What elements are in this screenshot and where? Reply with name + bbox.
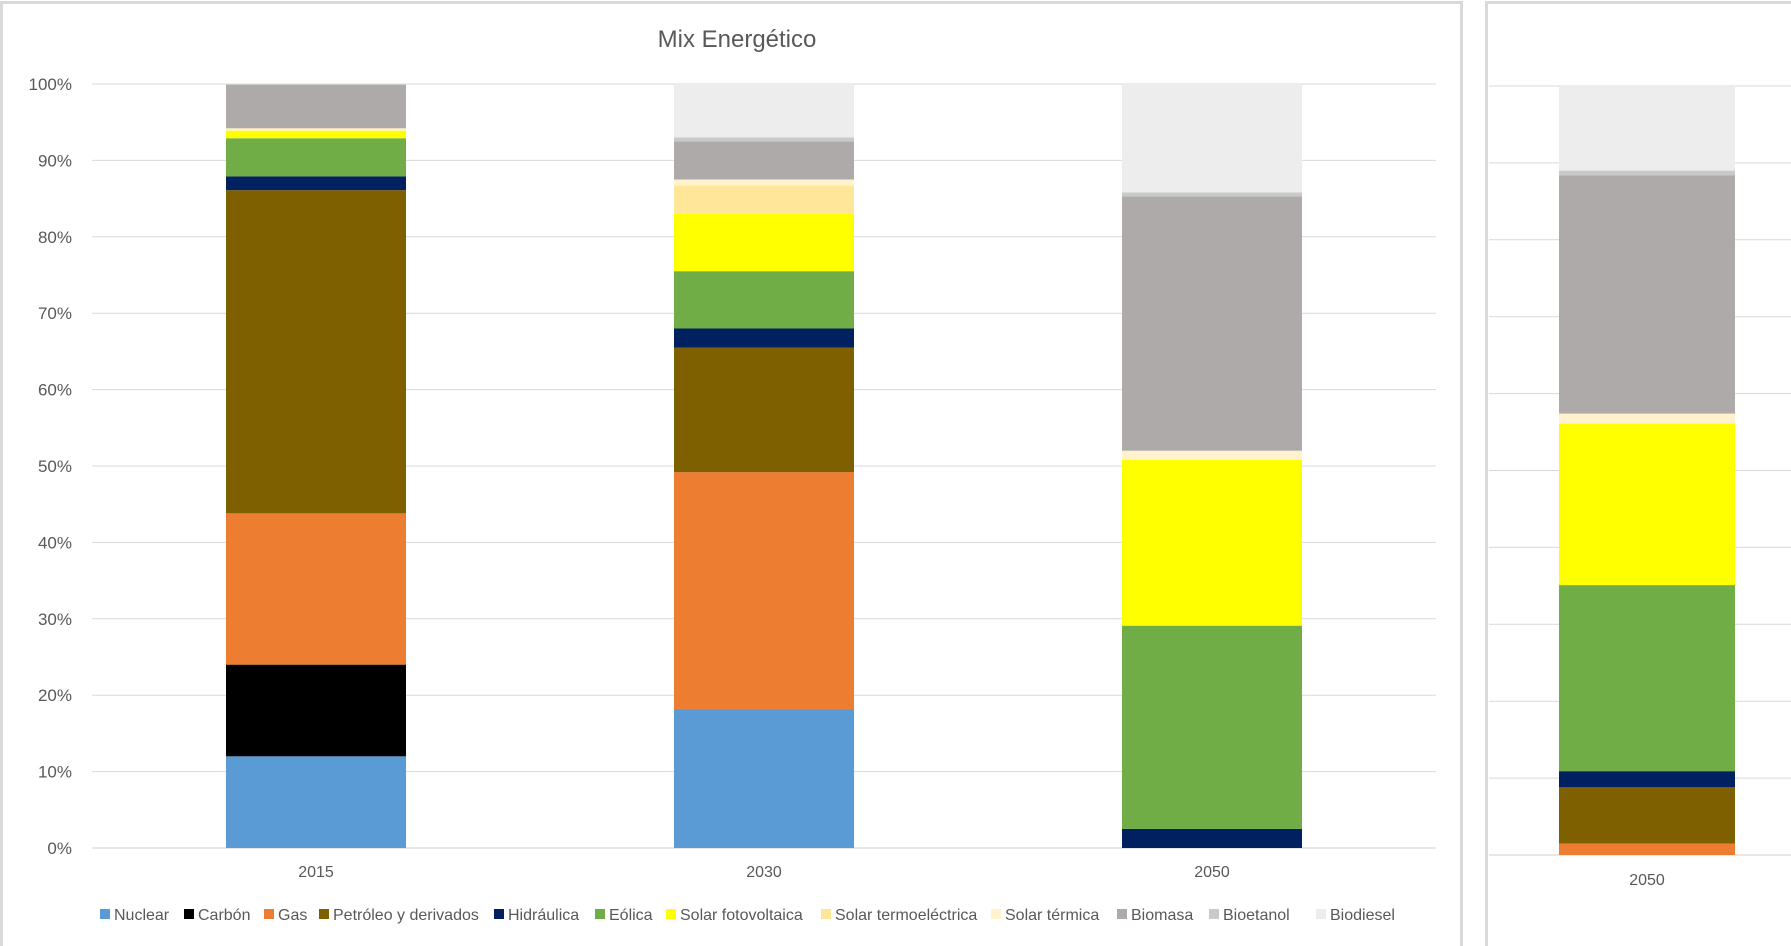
- y-tick-label: 70%: [38, 304, 72, 323]
- bar-segment: [1122, 450, 1302, 460]
- legend-label: Bioetanol: [1223, 907, 1290, 924]
- bar-segment: [1122, 828, 1302, 848]
- bar-segment: [674, 141, 854, 180]
- bar-segment: [674, 84, 854, 138]
- chart-legend: Nuclear Carbón Gas Petróleo y derivados Hidr…: [100, 907, 1395, 924]
- x-category-label: 2050: [1194, 864, 1230, 881]
- legend-swatch: [666, 909, 676, 919]
- secondary-bar-segment: [1559, 175, 1735, 414]
- bar-segment: [226, 176, 406, 191]
- y-tick-label: 90%: [38, 151, 72, 170]
- bar-segment: [674, 271, 854, 329]
- legend-label: Biomasa: [1131, 907, 1193, 924]
- legend-label: Biodiesel: [1330, 907, 1395, 924]
- secondary-bar-segment: [1559, 771, 1735, 788]
- legend-swatch: [991, 909, 1001, 919]
- main-bars: [226, 84, 1302, 848]
- bar-segment: [226, 190, 406, 514]
- bar-segment: [674, 137, 854, 142]
- y-tick-label: 30%: [38, 610, 72, 629]
- legend-label: Nuclear: [114, 907, 170, 924]
- secondary-bar-segment: [1559, 585, 1735, 772]
- legend-label: Gas: [278, 907, 307, 924]
- bar-segment: [226, 84, 406, 129]
- bar-segment: [674, 472, 854, 709]
- x-category-label: 2030: [746, 864, 782, 881]
- bar-segment: [1122, 625, 1302, 829]
- bar-segment: [1122, 84, 1302, 193]
- secondary-category-labels: 2050: [1629, 872, 1665, 889]
- secondary-bar-segment: [1559, 413, 1735, 424]
- legend-swatch: [494, 909, 504, 919]
- chart-title: Mix Energético: [658, 26, 817, 53]
- secondary-bars: [1559, 86, 1735, 855]
- bar-segment: [674, 213, 854, 272]
- bar-segment: [226, 84, 406, 85]
- secondary-bar-segment: [1559, 787, 1735, 844]
- legend-label: Carbón: [198, 907, 250, 924]
- legend-swatch: [1316, 909, 1326, 919]
- legend-label: Hidráulica: [508, 907, 579, 924]
- x-axis-category-labels: 2015 2030 2050: [298, 864, 1230, 881]
- x-category-label: 2015: [298, 864, 334, 881]
- y-tick-label: 80%: [38, 228, 72, 247]
- y-tick-label: 50%: [38, 457, 72, 476]
- bar-segment: [226, 664, 406, 757]
- legend-label: Petróleo y derivados: [333, 907, 479, 924]
- bar-segment: [1122, 192, 1302, 197]
- bar-segment: [674, 185, 854, 214]
- y-tick-label: 20%: [38, 686, 72, 705]
- secondary-bar-segment: [1559, 423, 1735, 586]
- bar-segment: [674, 179, 854, 186]
- legend-swatch: [264, 909, 274, 919]
- legend-swatch: [595, 909, 605, 919]
- y-axis-tick-labels: 0% 10% 20% 30% 40% 50% 60% 70% 80% 90% 100%: [29, 75, 72, 858]
- y-tick-label: 40%: [38, 533, 72, 552]
- secondary-bar-segment: [1559, 170, 1735, 176]
- secondary-category-label: 2050: [1629, 872, 1665, 889]
- y-tick-label: 0%: [47, 839, 72, 858]
- bar-segment: [226, 128, 406, 131]
- bar-segment: [226, 138, 406, 177]
- bar-segment: [674, 347, 854, 473]
- bar-segment: [674, 708, 854, 848]
- bar-segment: [226, 513, 406, 665]
- legend-swatch: [1209, 909, 1219, 919]
- legend-swatch: [319, 909, 329, 919]
- legend-swatch: [100, 909, 110, 919]
- bar-segment: [226, 756, 406, 848]
- legend-swatch: [1117, 909, 1127, 919]
- legend-swatch: [184, 909, 194, 919]
- bar-segment: [1122, 196, 1302, 451]
- y-tick-label: 10%: [38, 763, 72, 782]
- secondary-bar-segment: [1559, 843, 1735, 855]
- legend-label: Solar termoeléctrica: [835, 907, 977, 924]
- legend-swatch: [821, 909, 831, 919]
- bar-segment: [226, 130, 406, 139]
- legend-label: Eólica: [609, 907, 653, 924]
- y-tick-label: 100%: [29, 75, 72, 94]
- legend-label: Solar fotovoltaica: [680, 907, 803, 924]
- y-tick-label: 60%: [38, 381, 72, 400]
- legend-label: Solar térmica: [1005, 907, 1099, 924]
- secondary-bar-segment: [1559, 86, 1735, 171]
- bar-segment: [674, 328, 854, 348]
- bar-segment: [1122, 459, 1302, 626]
